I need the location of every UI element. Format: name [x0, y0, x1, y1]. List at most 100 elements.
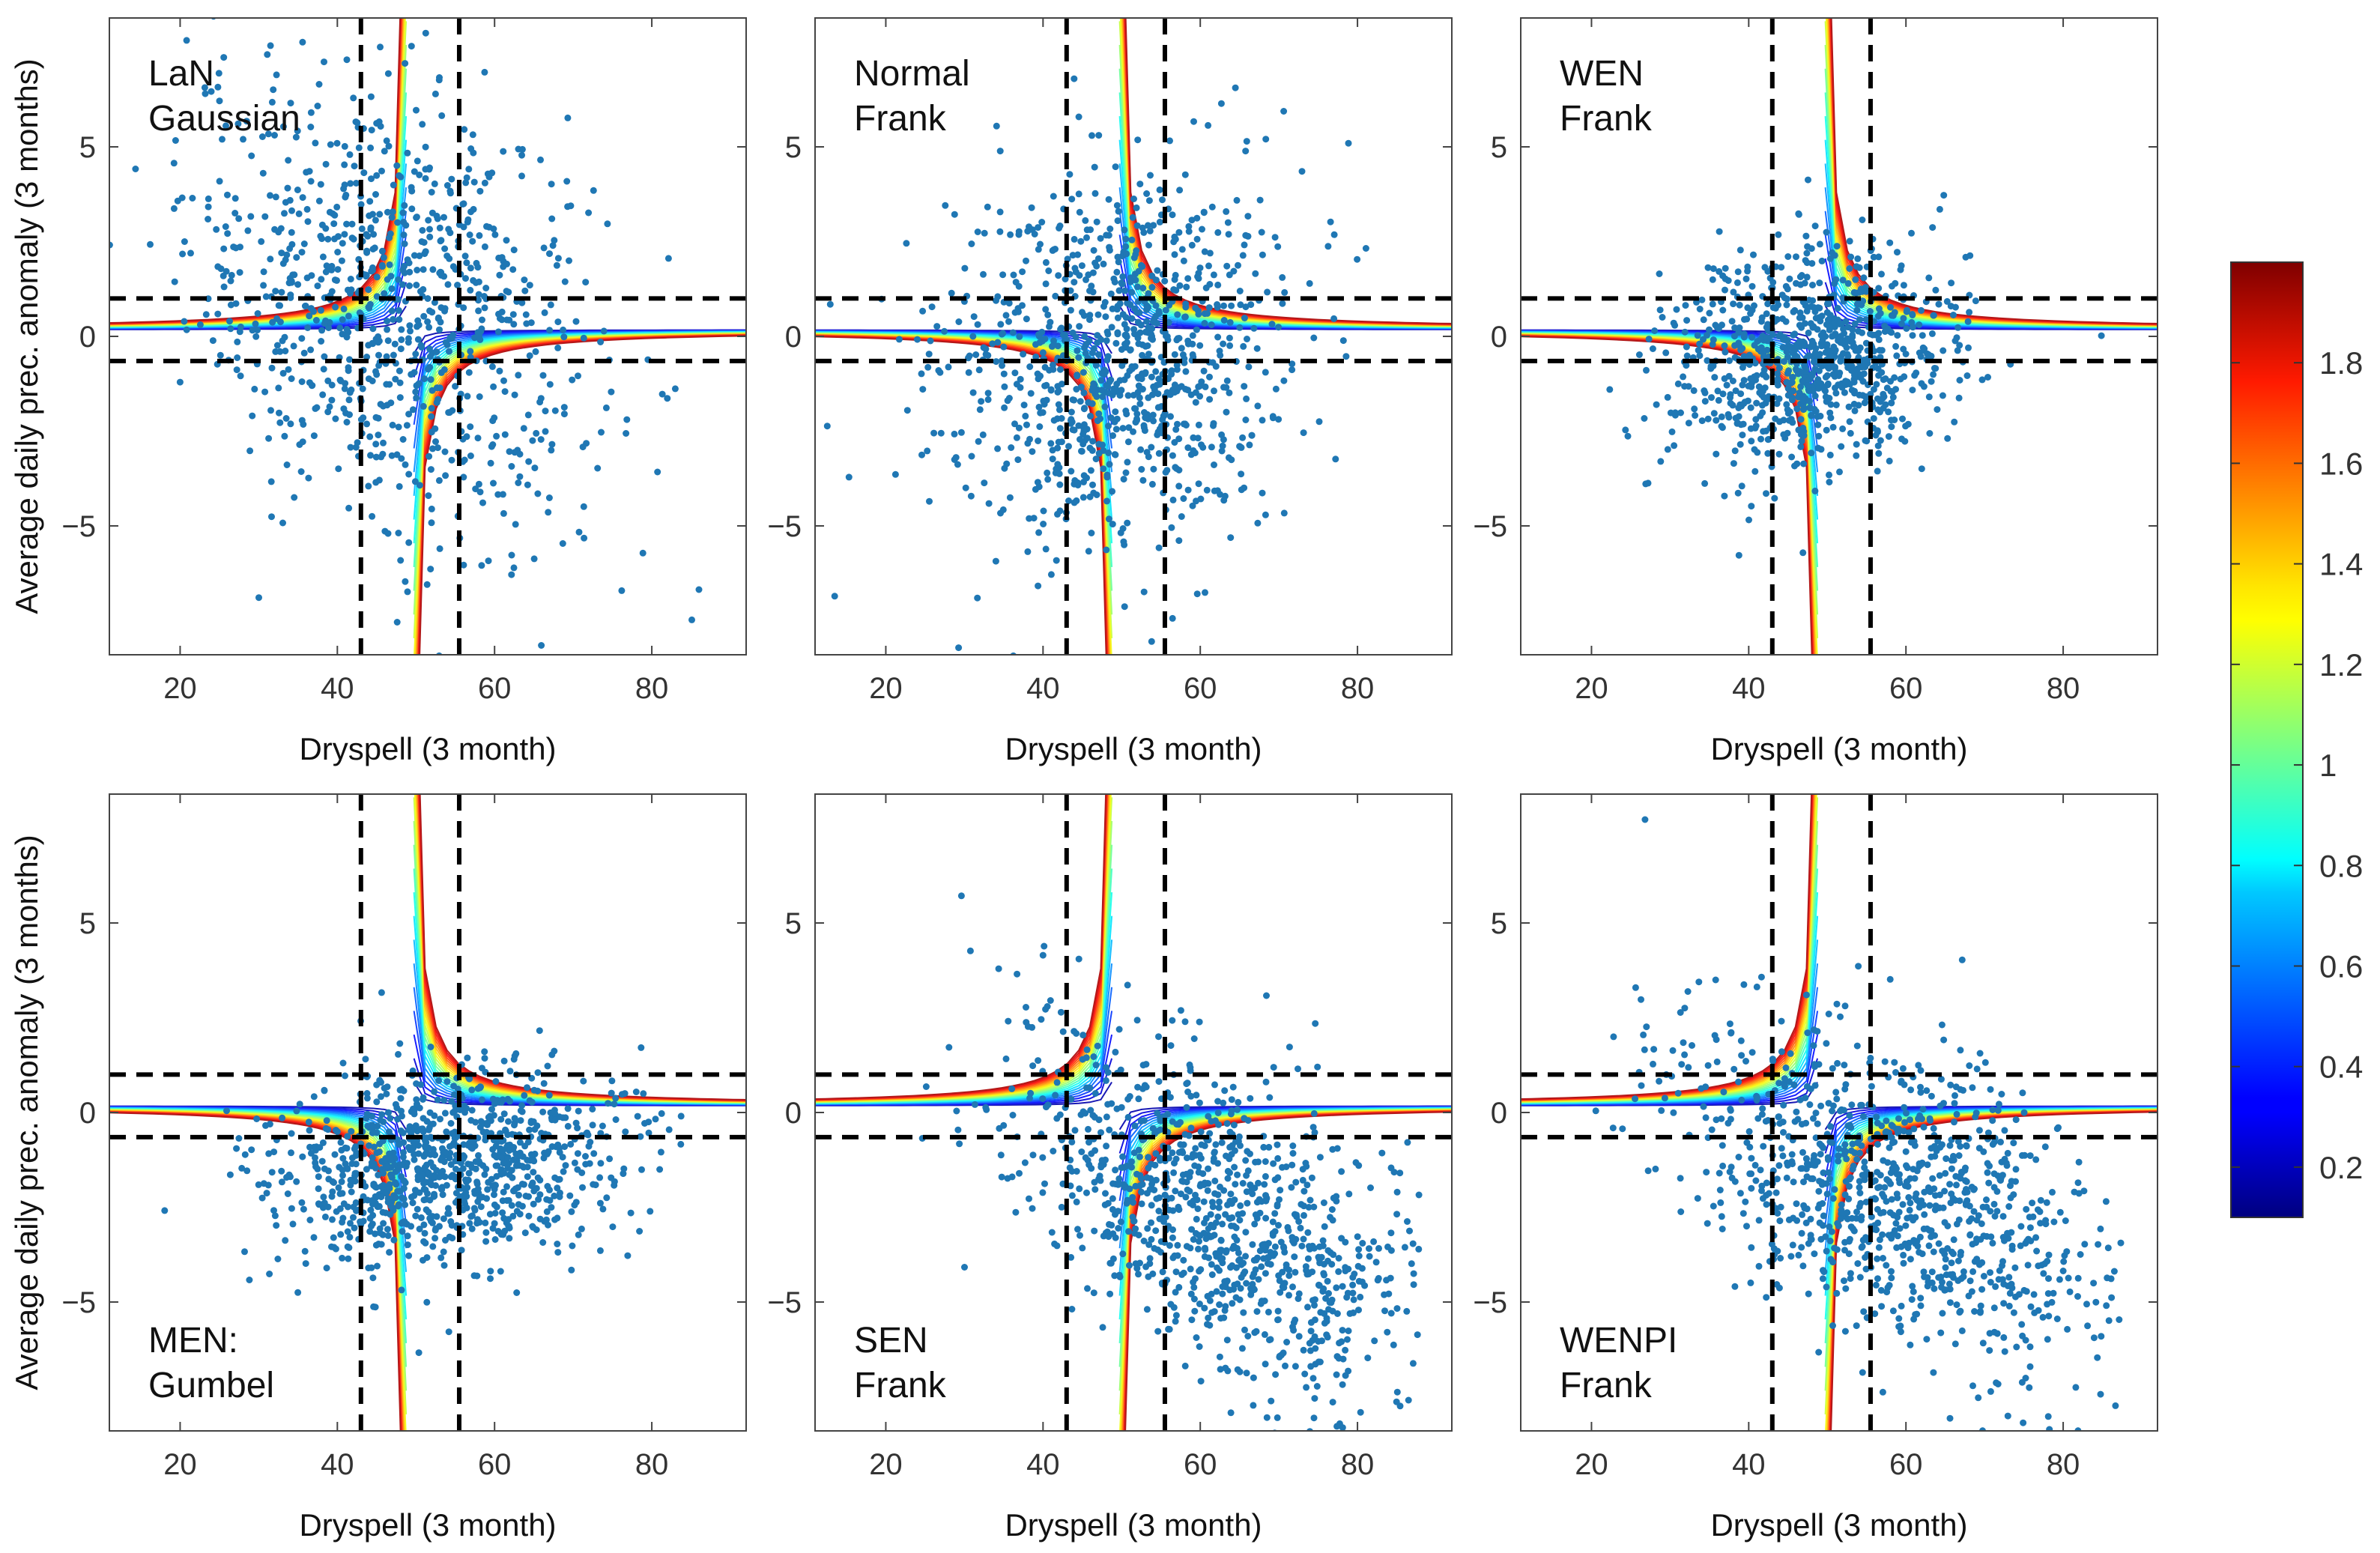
scatter-point: [393, 1104, 401, 1112]
contour-line: [109, 305, 407, 330]
scatter-point: [983, 1106, 990, 1113]
scatter-point: [446, 348, 452, 355]
scatter-point: [341, 161, 348, 169]
scatter-point: [1097, 234, 1104, 242]
scatter-point: [1241, 1268, 1249, 1276]
scatter-point: [1169, 496, 1177, 503]
scatter-point: [475, 480, 482, 488]
scatter-point: [919, 386, 927, 393]
scatter-point: [1119, 273, 1127, 280]
scatter-point: [1262, 1214, 1270, 1222]
scatter-point: [373, 1149, 381, 1157]
scatter-point: [328, 381, 336, 389]
scatter-point: [261, 213, 269, 220]
contour-line: [1521, 335, 1814, 655]
scatter-point: [377, 1116, 384, 1124]
scatter-point: [1245, 363, 1253, 371]
scatter-point: [1148, 1202, 1155, 1209]
scatter-point: [1286, 1266, 1292, 1274]
scatter-point: [369, 325, 377, 333]
scatter-point: [416, 1226, 423, 1232]
scatter-point: [1289, 1283, 1296, 1291]
scatter-point: [1851, 369, 1858, 377]
scatter-point: [508, 571, 515, 578]
scatter-point: [299, 38, 306, 46]
scatter-point: [1193, 326, 1200, 333]
scatter-point: [556, 1193, 563, 1200]
scatter-point: [445, 1328, 452, 1336]
scatter-point: [551, 237, 558, 244]
contour-line: [109, 116, 408, 328]
scatter-point: [363, 420, 371, 428]
scatter-point: [1785, 367, 1793, 375]
scatter-point: [246, 1277, 253, 1283]
scatter-point: [1089, 269, 1097, 276]
scatter-point: [404, 256, 411, 264]
scatter-point: [1155, 308, 1163, 315]
scatter-point: [548, 1204, 555, 1211]
scatter-point: [1708, 394, 1715, 402]
scatter-point: [283, 1174, 291, 1181]
scatter-point: [491, 1151, 498, 1159]
scatter-point: [1000, 370, 1008, 378]
scatter-point: [594, 464, 602, 472]
scatter-point: [1875, 449, 1883, 457]
scatter-point: [304, 324, 312, 331]
scatter-point: [518, 1102, 526, 1109]
scatter-point: [1743, 315, 1751, 323]
scatter-point: [331, 211, 339, 219]
scatter-point: [1324, 243, 1332, 250]
scatter-point: [1086, 493, 1094, 500]
scatter-point: [1176, 187, 1184, 194]
scatter-point: [475, 307, 482, 315]
scatter-point: [1075, 955, 1082, 963]
scatter-point: [464, 1054, 471, 1062]
scatter-point: [1736, 441, 1744, 448]
scatter-point: [322, 225, 330, 232]
scatter-point: [1032, 485, 1039, 493]
scatter-point: [1804, 382, 1811, 390]
scatter-point: [1039, 1095, 1047, 1103]
scatter-point: [258, 1194, 266, 1202]
scatter-point: [1339, 1424, 1346, 1431]
scatter-point: [1719, 306, 1727, 314]
scatter-point: [1019, 302, 1026, 309]
scatter-point: [384, 1195, 392, 1202]
scatter-point: [1197, 1378, 1205, 1385]
scatter-point: [1190, 1236, 1197, 1243]
scatter-point: [1760, 393, 1767, 401]
scatter-point: [181, 318, 188, 325]
scatter-point: [1690, 387, 1698, 394]
scatter-point: [1011, 369, 1019, 377]
scatter-point: [355, 144, 363, 151]
scatter-point: [1080, 478, 1087, 485]
scatter-point: [254, 327, 261, 334]
scatter-point: [1212, 363, 1220, 370]
scatter-point: [466, 1220, 473, 1227]
scatter-point: [416, 1166, 423, 1174]
scatter-point: [310, 1234, 318, 1241]
scatter-point: [1796, 273, 1804, 281]
scatter-point: [1092, 362, 1100, 369]
scatter-point: [1870, 386, 1877, 393]
scatter-point: [1695, 347, 1702, 354]
scatter-point: [1719, 390, 1727, 398]
scatter-point: [222, 223, 229, 230]
scatter-point: [345, 1255, 352, 1262]
scatter-point: [1001, 464, 1008, 472]
scatter-point: [1116, 1180, 1124, 1187]
scatter-point: [345, 312, 352, 320]
scatter-point: [443, 1078, 451, 1086]
scatter-point: [645, 1129, 652, 1136]
scatter-point: [1201, 320, 1208, 327]
scatter-point: [368, 1223, 375, 1230]
scatter-point: [956, 1140, 963, 1148]
scatter-point: [277, 225, 285, 232]
scatter-point: [474, 1185, 482, 1193]
scatter-point: [448, 175, 455, 183]
scatter-point: [1875, 253, 1883, 261]
scatter-point: [1282, 1362, 1289, 1369]
scatter-point: [208, 88, 215, 95]
scatter-point: [1928, 378, 1935, 385]
scatter-point: [1963, 372, 1971, 379]
